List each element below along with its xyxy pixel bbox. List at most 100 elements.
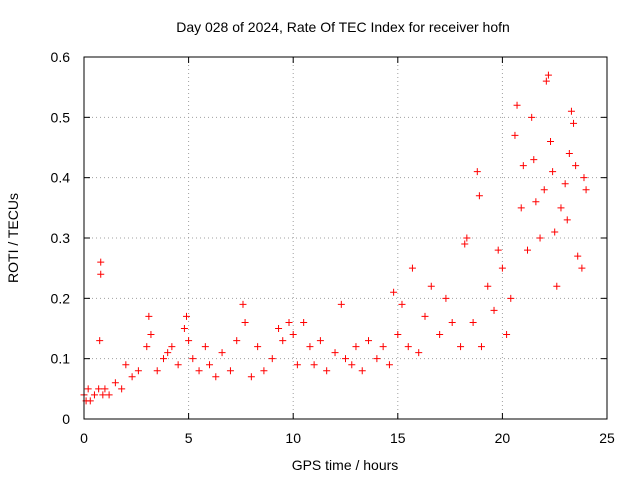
y-axis: 0 0.1 0.2 0.3 0.4 0.5 0.6 (51, 49, 607, 427)
data-point (180, 325, 188, 332)
data-point (385, 361, 393, 369)
data-point (427, 282, 435, 290)
data-point (189, 355, 197, 363)
data-point (528, 113, 536, 121)
data-point (578, 264, 586, 272)
data-point (379, 343, 387, 351)
data-point (96, 337, 104, 345)
data-point (342, 355, 349, 363)
y-tick-label: 0.2 (51, 290, 71, 306)
data-point (101, 385, 109, 393)
data-point (373, 355, 381, 363)
data-point (570, 119, 578, 127)
data-point (582, 186, 590, 194)
data-point (153, 367, 161, 375)
data-point (331, 349, 339, 357)
data-point (174, 361, 182, 369)
data-point (536, 234, 544, 242)
data-point (99, 391, 107, 399)
y-tick-label: 0.1 (51, 351, 71, 367)
data-point (275, 325, 283, 332)
y-tick-label: 0.5 (51, 109, 71, 125)
data-point (218, 349, 226, 357)
data-point (118, 385, 126, 393)
data-point (563, 216, 571, 224)
data-point (553, 282, 561, 290)
data-point (84, 385, 92, 393)
data-point (159, 355, 167, 363)
data-points (80, 71, 590, 405)
data-point (97, 270, 105, 278)
data-point (461, 240, 469, 248)
data-point (185, 337, 193, 345)
data-point (300, 318, 308, 326)
data-point (404, 343, 412, 351)
data-point (352, 343, 360, 351)
data-point (365, 337, 373, 345)
chart-title: Day 028 of 2024, Rate Of TEC Index for r… (176, 19, 510, 35)
x-tick-label: 10 (285, 430, 301, 446)
data-point (247, 373, 255, 381)
y-tick-label: 0 (62, 411, 70, 427)
grid (84, 57, 607, 419)
data-point (260, 367, 268, 375)
data-point (580, 174, 588, 182)
x-tick-label: 0 (80, 430, 88, 446)
data-point (442, 294, 450, 302)
y-tick-label: 0.4 (51, 170, 71, 186)
data-point (147, 331, 155, 339)
data-point (490, 306, 498, 314)
data-point (289, 331, 297, 339)
data-point (398, 300, 406, 308)
data-point (477, 343, 485, 351)
data-point (394, 331, 402, 339)
data-point (254, 343, 262, 351)
data-point (549, 168, 557, 176)
data-point (111, 379, 119, 387)
data-point (565, 150, 573, 158)
data-point (542, 77, 550, 85)
data-point (503, 331, 511, 339)
data-point (306, 343, 314, 351)
data-point (494, 246, 502, 254)
data-point (268, 355, 276, 363)
x-axis-label: GPS time / hours (292, 457, 399, 473)
data-point (95, 385, 103, 393)
data-point (310, 361, 318, 369)
data-point (164, 349, 172, 357)
data-point (337, 300, 345, 308)
data-point (316, 337, 324, 345)
data-point (415, 349, 423, 357)
data-point (507, 294, 515, 302)
data-point (530, 156, 538, 164)
data-point (201, 343, 209, 351)
data-point (390, 288, 398, 296)
data-point (408, 264, 416, 272)
x-axis: 0 5 10 15 20 25 (80, 57, 615, 446)
data-point (323, 367, 331, 375)
data-point (195, 367, 203, 375)
data-point (90, 391, 98, 399)
data-point (128, 373, 136, 381)
data-point (206, 361, 214, 369)
x-tick-label: 5 (185, 430, 193, 446)
data-point (448, 318, 456, 326)
x-tick-label: 25 (599, 430, 615, 446)
data-point (513, 101, 521, 109)
data-point (86, 397, 94, 405)
y-tick-label: 0.3 (51, 230, 71, 246)
data-point (551, 228, 559, 236)
data-point (574, 252, 582, 260)
data-point (226, 367, 234, 375)
data-point (475, 192, 483, 200)
y-tick-label: 0.6 (51, 49, 71, 65)
data-point (532, 198, 540, 206)
data-point (547, 137, 555, 145)
x-tick-label: 20 (495, 430, 511, 446)
data-point (97, 258, 105, 266)
data-point (358, 367, 366, 375)
data-point (524, 246, 532, 254)
data-point (143, 343, 151, 351)
data-point (572, 162, 580, 170)
